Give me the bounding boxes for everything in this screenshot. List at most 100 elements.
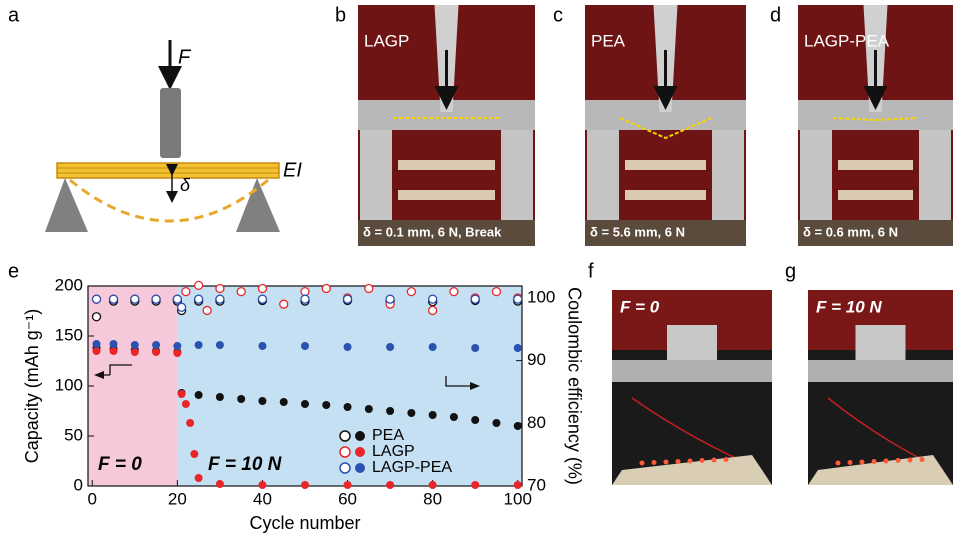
sample-band xyxy=(625,190,706,200)
y-axis-label: Capacity (mAh g⁻¹) xyxy=(22,309,42,464)
panel-label: g xyxy=(785,260,796,282)
legend-marker xyxy=(355,447,365,457)
region xyxy=(88,286,178,486)
ce-point xyxy=(279,299,289,309)
led xyxy=(651,460,657,465)
capacity-point xyxy=(173,349,182,357)
x-tick-label: 100 xyxy=(504,489,532,508)
deflection-line xyxy=(619,117,712,140)
deflection-line xyxy=(832,117,919,122)
led xyxy=(859,459,865,465)
ce-point xyxy=(470,294,480,304)
led xyxy=(919,457,925,462)
fixture xyxy=(667,325,717,360)
capacity-point xyxy=(177,390,186,398)
ce-point xyxy=(202,305,212,316)
chart: 0 20 40 60 80 100 0 50 100 150 200 70 80 90 100 Cycle n… xyxy=(22,275,585,532)
capacity-point xyxy=(513,481,522,489)
sample-band xyxy=(398,190,495,200)
capacity-point xyxy=(181,400,190,408)
fixture xyxy=(612,360,772,382)
legend-label: LAGP-PEA xyxy=(372,459,452,476)
ce-point xyxy=(215,283,225,294)
led xyxy=(907,457,913,463)
capacity-point xyxy=(186,419,195,427)
axis-arrow-head xyxy=(94,371,104,379)
led xyxy=(883,458,889,464)
capacity-point xyxy=(513,344,522,352)
axis-arrow xyxy=(109,364,132,375)
ce-point xyxy=(257,294,268,304)
capacity-point xyxy=(343,403,352,411)
ruler xyxy=(798,220,953,246)
ce-point xyxy=(427,305,438,316)
sample-band xyxy=(398,160,495,170)
capacity-point xyxy=(428,411,437,419)
ce-point xyxy=(513,294,523,304)
led xyxy=(663,459,669,465)
capacity-point xyxy=(407,409,416,417)
sample-band xyxy=(625,160,706,170)
ce-point xyxy=(181,286,191,297)
ce-point xyxy=(193,280,204,291)
ce-point xyxy=(449,286,459,297)
capacity-point xyxy=(492,419,501,427)
ce-point xyxy=(321,283,331,294)
capacity-point xyxy=(301,481,309,489)
led xyxy=(835,460,841,466)
ce-point xyxy=(108,294,119,304)
ce-point xyxy=(385,294,395,304)
x-tick-label: 0 xyxy=(88,489,97,508)
x-tick-label: 60 xyxy=(338,489,357,508)
ce-point xyxy=(427,294,438,304)
capacity-point xyxy=(343,481,352,489)
capacity-point xyxy=(386,407,395,415)
led xyxy=(699,458,705,463)
y2-axis-label: Coulombic efficiency (%) xyxy=(564,287,584,485)
capacity-point xyxy=(258,397,267,405)
legend-label: PEA xyxy=(372,427,404,444)
capacity-point xyxy=(428,481,437,489)
capacity-point xyxy=(173,342,182,350)
annotation: F = 0 xyxy=(98,454,142,475)
capacity-point xyxy=(471,344,480,352)
photo-title: LAGP xyxy=(364,31,409,50)
photo-group: LAGP δ = 0.1 mm, 6 N, Break PEA δ = 5.6 mm,… xyxy=(358,5,953,485)
ce-point xyxy=(300,286,310,297)
breadboard xyxy=(612,455,772,485)
y-tick-label: 200 xyxy=(55,275,83,294)
y-tick-label: 100 xyxy=(55,375,83,394)
led xyxy=(675,459,681,464)
capacity-point xyxy=(258,342,267,350)
axis-arrow-head xyxy=(470,382,480,390)
ce-point xyxy=(172,294,183,304)
ce-point xyxy=(300,294,310,304)
axis-arrow xyxy=(445,376,470,387)
ce-point xyxy=(257,283,268,294)
led xyxy=(711,457,717,463)
capacity-point xyxy=(386,343,395,351)
deflection-label: δ xyxy=(180,175,191,195)
capacity-point xyxy=(92,340,101,348)
photo-caption: δ = 0.1 mm, 6 N, Break xyxy=(363,224,502,239)
led xyxy=(895,458,901,463)
ruler xyxy=(358,220,535,246)
capacity-point xyxy=(301,342,309,350)
y2-tick-label: 100 xyxy=(527,287,555,306)
led xyxy=(847,460,853,465)
led xyxy=(871,459,877,464)
capacity-point xyxy=(194,391,203,399)
capacity-point xyxy=(449,413,458,421)
photo-label: F = 10 N xyxy=(816,297,882,316)
stiffness-label: EI xyxy=(283,159,302,181)
y-tick-label: 150 xyxy=(55,325,83,344)
capacity-point xyxy=(92,347,101,355)
photo-caption: δ = 5.6 mm, 6 N xyxy=(590,224,685,239)
capacity-point xyxy=(471,416,480,424)
capacity-point xyxy=(152,348,161,356)
y2-tick-label: 90 xyxy=(527,350,546,369)
photo-caption: δ = 0.6 mm, 6 N xyxy=(803,224,898,239)
ce-point xyxy=(91,312,102,322)
led xyxy=(723,457,729,462)
capacity-point xyxy=(109,340,118,348)
